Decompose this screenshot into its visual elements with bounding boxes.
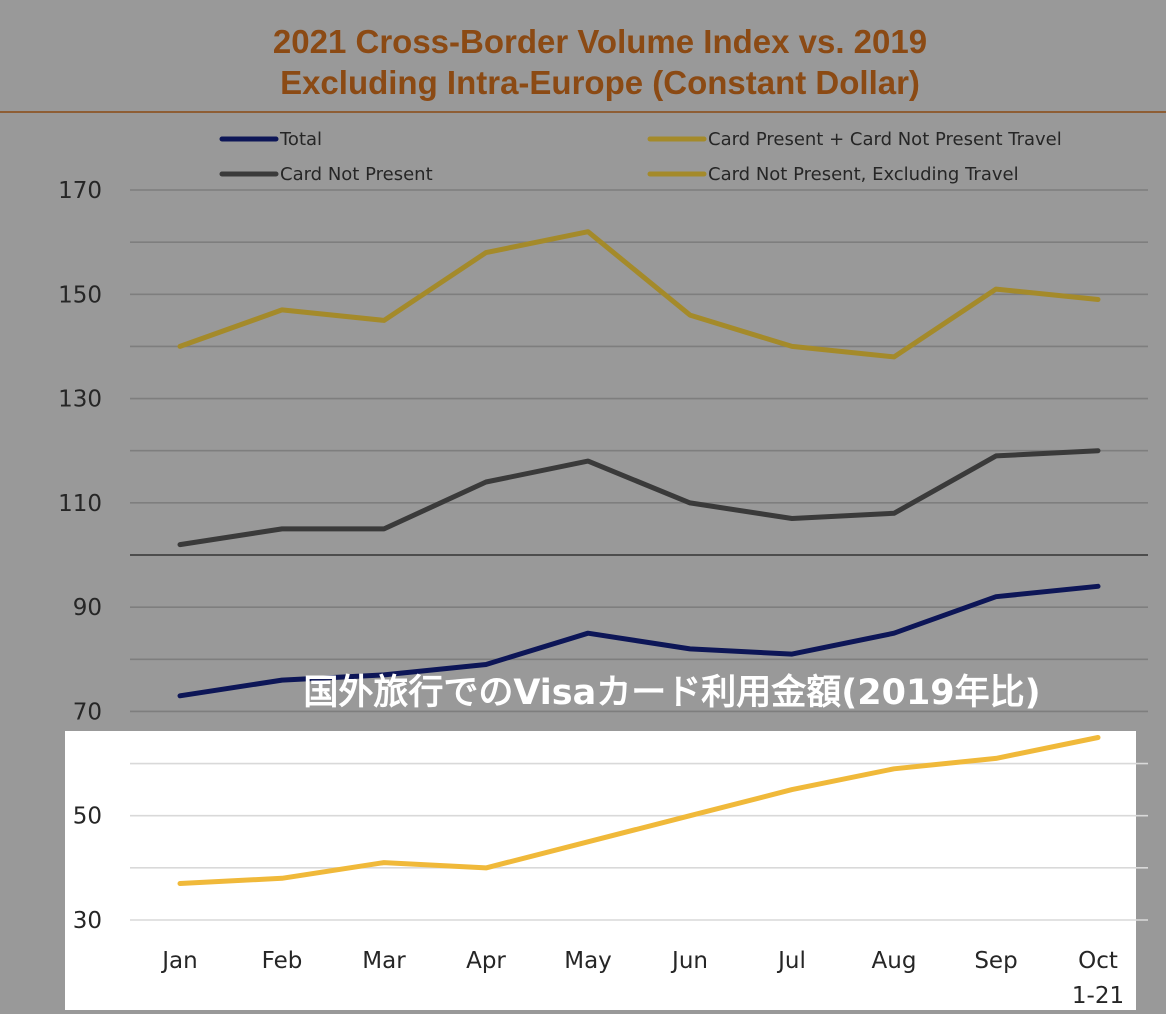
x-tick-label: Mar — [362, 948, 406, 974]
legend-label: Card Not Present — [280, 164, 433, 185]
series-line — [177, 583, 1101, 699]
y-tick-label: 90 — [73, 595, 102, 621]
x-tick-label: Aug — [872, 948, 917, 974]
series-lines — [177, 229, 1101, 886]
chart-title-line-1: 2021 Cross-Border Volume Index vs. 2019 — [273, 23, 927, 60]
overlay-caption: 国外旅行でのVisaカード利用金額(2019年比) — [303, 672, 1040, 713]
x-tick-label: Sep — [974, 948, 1017, 974]
x-tick-label: Jul — [776, 948, 806, 974]
legend-label: Card Present + Card Not Present Travel — [708, 129, 1062, 150]
x-tick-label: Oct 1-21 — [1072, 948, 1124, 1009]
legend-label: Card Not Present, Excluding Travel — [708, 164, 1019, 185]
y-tick-label: 130 — [58, 387, 102, 413]
gridlines-lower — [130, 762, 1148, 921]
legend: Total Card Present + Card Not Present Tra… — [219, 129, 1062, 185]
series-line — [177, 229, 1101, 360]
y-tick-label: 170 — [58, 178, 102, 204]
x-tick-label: Jan — [160, 948, 197, 974]
y-tick-label: 30 — [73, 908, 102, 934]
y-tick-label: 150 — [58, 282, 102, 308]
y-tick-label: 70 — [73, 699, 102, 725]
x-axis-ticks: Jan Feb Mar Apr May Jun Jul Aug Sep Oct 1-21 — [160, 948, 1124, 1009]
legend-label: Total — [279, 129, 322, 150]
x-tick-label: Feb — [262, 948, 303, 974]
y-tick-label: 50 — [73, 804, 102, 830]
series-line — [177, 448, 1101, 548]
y-axis-ticks: 30 50 70 90 110 130 150 170 — [58, 178, 102, 934]
y-tick-label: 110 — [58, 491, 102, 517]
series-line — [177, 735, 1101, 886]
x-tick-label: May — [564, 948, 612, 974]
chart-title-line-2: Excluding Intra-Europe (Constant Dollar) — [280, 64, 920, 101]
white-overlay-panel — [65, 731, 1136, 1010]
x-tick-label: Jun — [670, 948, 708, 974]
gridlines-upper — [130, 189, 1148, 713]
x-tick-label: Apr — [466, 948, 506, 974]
